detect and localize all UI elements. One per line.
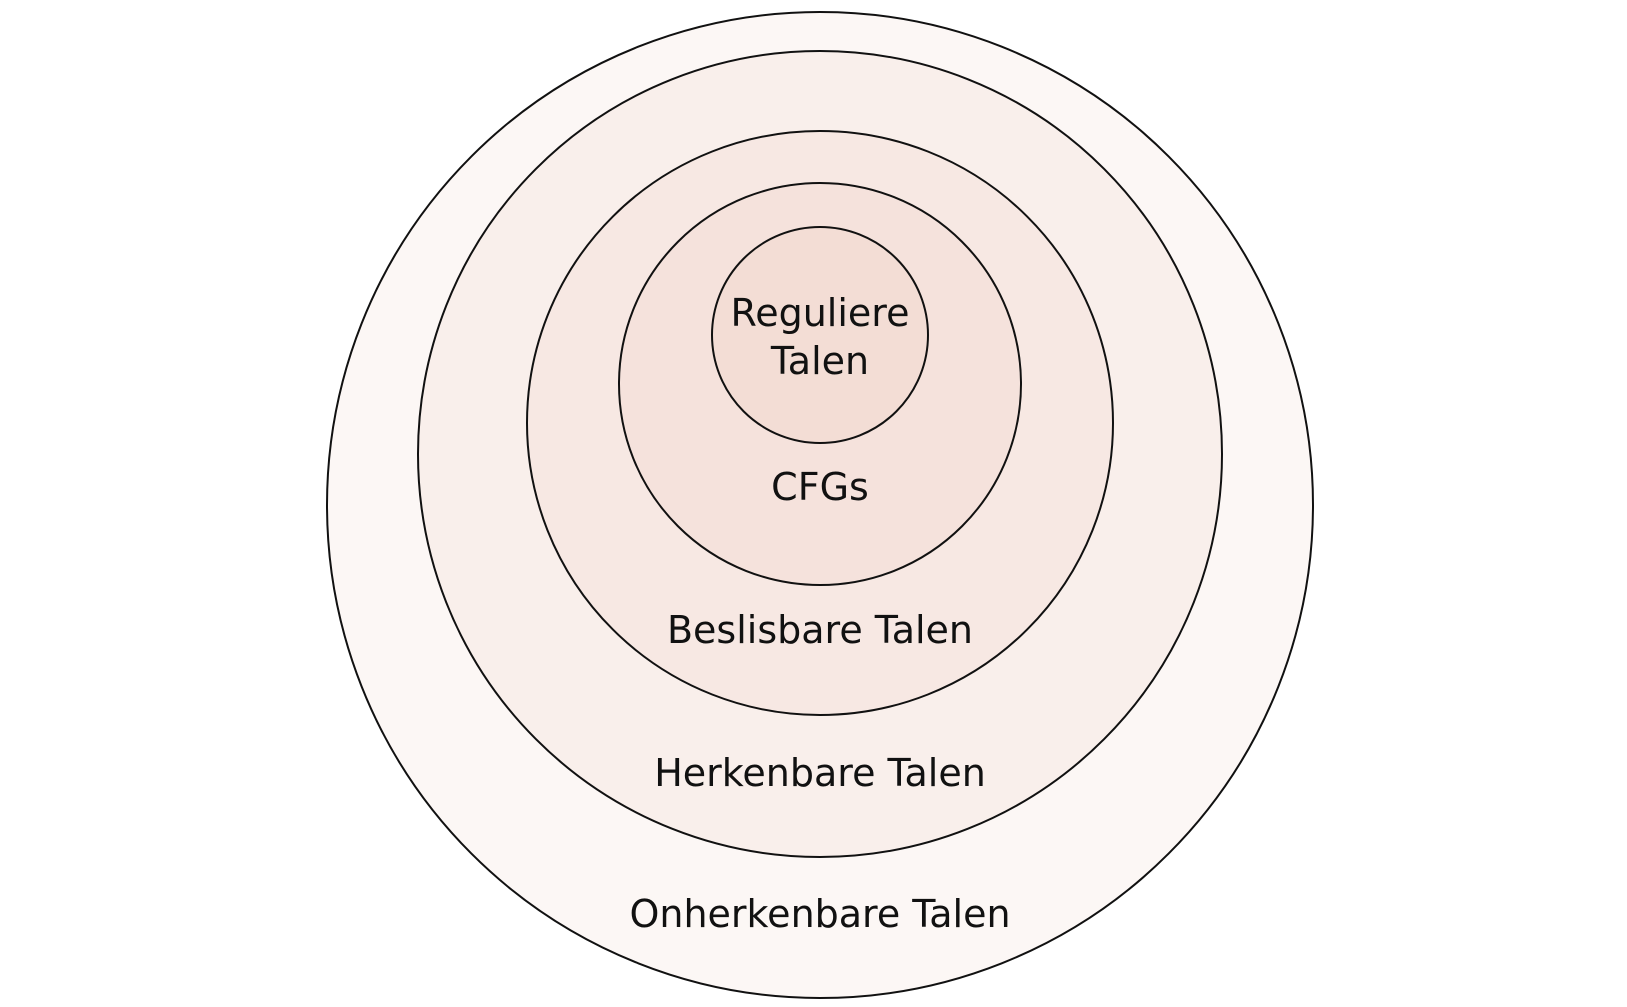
label-onherkenbare-talen: Onherkenbare Talen bbox=[629, 892, 1010, 936]
label-cfgs: CFGs bbox=[771, 465, 869, 509]
label-herkenbare-talen: Herkenbare Talen bbox=[654, 751, 986, 795]
set-reguliere-talen bbox=[711, 226, 929, 444]
label-reguliere-line1: Reguliere bbox=[731, 291, 910, 335]
label-beslisbare-talen: Beslisbare Talen bbox=[667, 608, 973, 652]
label-reguliere-line2: Talen bbox=[770, 339, 869, 383]
